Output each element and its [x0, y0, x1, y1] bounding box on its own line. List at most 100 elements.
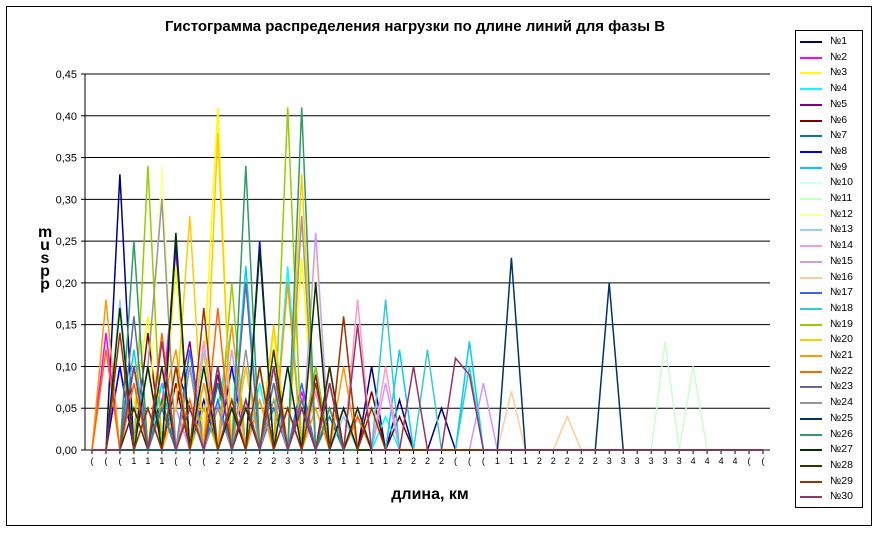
legend-item: №24: [800, 396, 862, 409]
x-tick-label: (: [174, 456, 177, 466]
legend-label: №11: [830, 192, 853, 204]
legend-swatch: [800, 339, 822, 342]
legend-swatch: [800, 198, 822, 200]
y-tick-label: 0,45: [56, 69, 77, 81]
legend-label: №2: [830, 50, 848, 63]
legend-item: №13: [800, 223, 862, 236]
x-tick-label: (: [90, 456, 93, 466]
y-tick-label: 0,25: [56, 236, 77, 248]
legend-item: №14: [800, 239, 862, 252]
x-tick-label: 1: [159, 456, 164, 466]
legend-item: №2: [800, 51, 862, 64]
legend-item: №8: [800, 145, 862, 158]
legend-item: №6: [800, 114, 862, 127]
legend-label: №26: [830, 427, 853, 440]
x-tick-label: 1: [509, 456, 514, 466]
x-tick-label: 1: [327, 456, 332, 466]
x-tick-label: (: [118, 456, 121, 466]
x-tick-label: 1: [131, 456, 136, 466]
x-tick-label: 1: [369, 456, 374, 466]
legend-label: №20: [830, 333, 853, 346]
legend-swatch: [800, 150, 822, 153]
legend-swatch: [800, 449, 822, 452]
legend-label: №10: [830, 176, 853, 189]
legend-swatch: [800, 88, 822, 91]
legend-label: №16: [830, 270, 853, 283]
legend-item: №28: [800, 459, 862, 472]
legend-item: №5: [800, 98, 862, 111]
y-axis-title-char: p: [40, 276, 50, 293]
legend-swatch: [800, 245, 822, 248]
legend-label: №5: [830, 97, 848, 110]
legend-swatch: [800, 229, 822, 232]
x-tick-label: 2: [439, 456, 444, 466]
x-tick-label: 1: [145, 456, 150, 466]
legend-item: №22: [800, 365, 862, 378]
legend-item: №26: [800, 428, 862, 441]
legend-swatch: [800, 355, 822, 357]
x-tick-label: 3: [649, 456, 654, 466]
legend-item: №3: [800, 66, 862, 79]
x-tick-label: 2: [537, 456, 542, 466]
legend-item: №25: [800, 412, 862, 425]
legend-item: №21: [800, 349, 862, 362]
x-tick-label: 2: [271, 456, 276, 466]
legend-swatch: [800, 480, 822, 483]
x-tick-label: (: [202, 456, 205, 466]
x-tick-label: (: [188, 456, 191, 466]
legend-swatch: [800, 464, 822, 467]
legend-label: №14: [830, 239, 853, 252]
y-tick-label: 0,30: [56, 194, 77, 206]
x-tick-label: (: [748, 456, 751, 466]
x-tick-label: 3: [663, 456, 668, 466]
legend-label: №6: [830, 113, 848, 126]
legend-item: №15: [800, 255, 862, 268]
legend-swatch: [800, 370, 822, 373]
legend-swatch: [800, 41, 822, 43]
legend-item: №4: [800, 82, 862, 95]
legend-item: №19: [800, 318, 862, 331]
legend-item: №18: [800, 302, 862, 315]
x-tick-label: 2: [411, 456, 416, 466]
series-line-30: [92, 324, 763, 453]
series-line-20: [92, 132, 763, 451]
y-axis-title-char: p: [40, 263, 50, 280]
legend-item: №9: [800, 161, 862, 174]
legend-swatch: [800, 496, 822, 499]
legend-item: №30: [800, 490, 862, 503]
x-tick-label: 2: [243, 456, 248, 466]
x-tick-label: 3: [299, 456, 304, 466]
x-tick-label: 2: [257, 456, 262, 466]
x-tick-label: 3: [677, 456, 682, 466]
legend-label: №18: [830, 301, 853, 314]
x-tick-label: 2: [551, 456, 556, 466]
x-tick-label: 1: [383, 456, 388, 466]
legend-label: №27: [830, 443, 853, 456]
legend-label: №29: [830, 474, 853, 487]
x-tick-label: (: [482, 456, 485, 466]
legend-item: №17: [800, 286, 862, 299]
legend-swatch: [800, 417, 822, 420]
legend-item: №29: [800, 475, 862, 488]
x-tick-label: 4: [705, 456, 710, 466]
legend-swatch: [800, 135, 822, 138]
x-tick-label: 1: [355, 456, 360, 466]
y-axis-title-char: s: [40, 250, 50, 267]
legend-swatch: [800, 386, 822, 389]
legend-label: №3: [830, 66, 848, 79]
legend-item: №11: [800, 192, 862, 205]
x-tick-label: (: [762, 456, 765, 466]
y-tick-label: 0,20: [56, 278, 77, 290]
x-tick-label: 2: [593, 456, 598, 466]
y-tick-label: 0,40: [56, 111, 77, 123]
legend-swatch: [800, 119, 822, 122]
legend-swatch: [800, 72, 822, 75]
x-tick-label: (: [104, 456, 107, 466]
x-axis-title: длина, км: [391, 486, 469, 503]
x-tick-label: 3: [607, 456, 612, 466]
series-line-26: [92, 107, 763, 451]
x-tick-label: 4: [733, 456, 738, 466]
legend-label: №1: [830, 35, 848, 47]
legend-item: №1: [800, 35, 862, 48]
series-line-19: [92, 107, 763, 451]
